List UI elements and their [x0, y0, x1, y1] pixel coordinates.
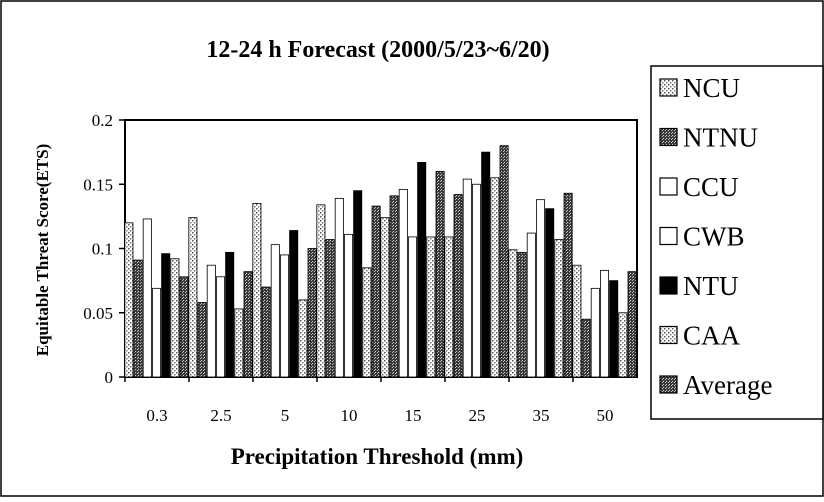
bar-average-25	[499, 145, 509, 378]
bar-caa-15	[426, 236, 436, 378]
y-tick-label: 0.2	[92, 111, 113, 130]
bar-ccu-50	[590, 287, 600, 378]
bar-cwb-50	[600, 269, 610, 378]
bar-cwb-10	[343, 233, 353, 378]
legend-label-ccu: CCU	[683, 172, 739, 202]
bar-ccu-0.3	[142, 218, 152, 378]
x-tick-label: 2.5	[210, 406, 231, 425]
y-tick-label: 0.05	[83, 304, 113, 323]
legend-label-ntnu: NTNU	[683, 123, 758, 153]
x-tick-label: 15	[405, 406, 422, 425]
bar-ncu-25	[444, 236, 454, 378]
bar-caa-35	[554, 239, 564, 378]
bar-average-35	[563, 192, 573, 378]
legend-swatch-ntnu	[659, 127, 678, 147]
bar-ntu-2.5	[225, 251, 235, 378]
bar-caa-5	[298, 299, 308, 378]
bar-ncu-5	[252, 203, 262, 378]
bar-average-5	[307, 248, 317, 378]
x-tick-label: 35	[533, 406, 550, 425]
x-tick-label: 5	[281, 406, 290, 425]
bar-ncu-15	[380, 217, 390, 378]
bar-cwb-35	[536, 199, 546, 378]
bar-ccu-25	[462, 178, 472, 378]
bar-ncu-50	[572, 264, 582, 378]
bar-ntu-0.3	[161, 253, 171, 378]
bar-ccu-5	[270, 244, 280, 378]
legend-label-ncu: NCU	[683, 73, 740, 103]
bar-ccu-2.5	[206, 264, 216, 378]
legend-swatch-ccu	[659, 177, 678, 196]
bar-cwb-5	[279, 254, 289, 378]
bar-ntnu-15	[389, 195, 399, 378]
bar-ntu-50	[609, 280, 619, 378]
bar-ntnu-0.3	[133, 259, 143, 378]
y-axis-label: Equitable Threat Score(ETS)	[33, 144, 52, 357]
bar-ntnu-5	[261, 286, 271, 378]
bar-ntnu-10	[325, 239, 335, 378]
bar-average-10	[371, 205, 381, 378]
x-tick-label: 0.3	[146, 406, 167, 425]
bar-ncu-0.3	[124, 222, 134, 378]
y-tick-label: 0.1	[92, 240, 113, 259]
bar-cwb-15	[407, 236, 417, 378]
bar-ntnu-35	[517, 251, 527, 378]
y-tick-label: 0.15	[83, 175, 113, 194]
legend-label-ntu: NTU	[683, 271, 739, 301]
legend-label-caa: CAA	[683, 321, 741, 351]
bar-ntnu-25	[453, 194, 463, 378]
legend-swatch-cwb	[659, 226, 678, 246]
bar-ntnu-50	[581, 318, 591, 378]
bar-average-50	[627, 271, 637, 378]
bar-caa-50	[618, 312, 628, 378]
legend-swatch-ncu	[659, 78, 678, 97]
bar-ntnu-2.5	[197, 302, 207, 378]
legend-swatch-caa	[659, 325, 678, 345]
x-tick-label: 50	[597, 406, 614, 425]
bar-cwb-2.5	[215, 276, 225, 378]
bar-ccu-35	[526, 232, 536, 378]
x-tick-label: 25	[469, 406, 486, 425]
plot-layer: 0 0.05 0.1 0.15 0.2 0.3 2.5 5 10 15 25 35 50	[83, 111, 638, 425]
bar-ntu-25	[481, 151, 491, 378]
bar-ncu-35	[508, 249, 518, 378]
legend-swatch-ntu	[659, 276, 678, 295]
legend-label-cwb: CWB	[683, 222, 745, 252]
bar-caa-0.3	[170, 258, 180, 378]
legend-box	[650, 65, 824, 420]
x-tick-label: 10	[341, 406, 358, 425]
bar-ntu-5	[289, 230, 299, 378]
bar-ntu-15	[417, 162, 427, 378]
x-axis-label: Precipitation Threshold (mm)	[231, 444, 524, 469]
bar-ncu-10	[316, 204, 326, 378]
legend-swatch-average	[659, 375, 678, 394]
bar-cwb-0.3	[151, 287, 161, 378]
bar-caa-25	[490, 177, 500, 378]
legend-label-average: Average	[683, 370, 772, 400]
bar-ntu-10	[353, 190, 363, 378]
bar-ccu-10	[334, 197, 344, 378]
bar-average-2.5	[243, 271, 253, 378]
y-tick-label: 0	[105, 368, 114, 387]
bar-ccu-15	[398, 188, 408, 378]
legend: NCU NTNU CCU CWB NTU CAA Average	[650, 65, 824, 420]
bar-caa-2.5	[234, 308, 244, 378]
bar-average-0.3	[179, 276, 189, 378]
bar-ntu-35	[545, 208, 555, 378]
bar-cwb-25	[471, 183, 481, 378]
bar-caa-10	[362, 267, 372, 378]
chart-title: 12-24 h Forecast (2000/5/23~6/20)	[206, 37, 549, 63]
bar-ncu-2.5	[188, 217, 198, 378]
bar-average-15	[435, 170, 445, 378]
